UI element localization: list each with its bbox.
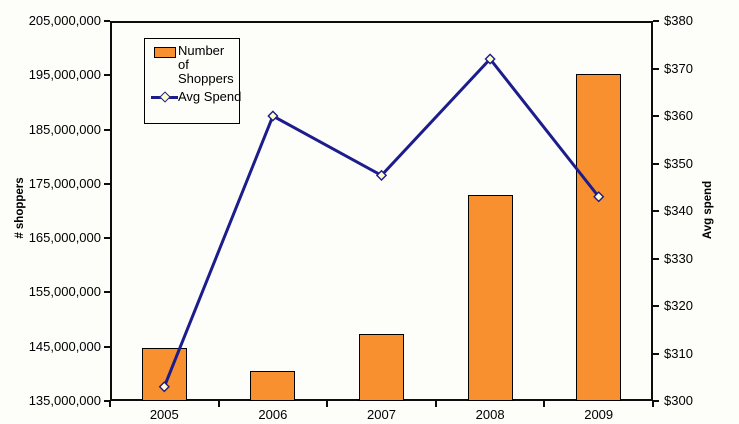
bar-2008	[467, 195, 513, 401]
x-axis-tick-label: 2005	[149, 407, 179, 422]
right-axis-tick	[653, 115, 659, 117]
left-axis-tick	[104, 20, 110, 22]
left-axis-tick	[104, 237, 110, 240]
right-axis-tick	[653, 400, 659, 402]
x-axis-tick	[217, 401, 220, 407]
x-axis-tick	[543, 401, 546, 407]
left-axis-tick-label: 135,000,000	[28, 393, 101, 408]
left-axis-tick	[104, 400, 110, 402]
left-axis-tick	[104, 182, 110, 185]
right-axis-title: Avg spend	[702, 180, 714, 240]
avg-spend-line	[158, 53, 605, 393]
left-axis-tick-label: 185,000,000	[28, 121, 101, 137]
legend-label-avg-spend: Avg Spend	[178, 89, 242, 104]
data-point-2006	[267, 110, 279, 122]
legend-label-number-of-shoppers: Number of Shoppers	[178, 43, 234, 86]
left-axis-tick-label: 195,000,000	[28, 67, 101, 83]
x-axis-tick-label: 2009	[584, 407, 614, 422]
right-axis-tick	[653, 162, 659, 165]
x-axis-tick	[326, 401, 329, 407]
right-axis-tick-label: $330	[664, 250, 693, 266]
legend-diamond-icon	[159, 91, 171, 103]
bar-2009	[576, 74, 622, 401]
data-point-2007	[375, 169, 388, 181]
x-axis-tick	[434, 401, 437, 407]
right-axis-tick-label: $340	[664, 203, 693, 218]
left-axis-tick-label: 175,000,000	[28, 175, 101, 191]
x-axis-tick-label: 2007	[367, 407, 396, 422]
left-axis-tick	[104, 291, 110, 294]
left-axis-tick-label: 145,000,000	[28, 338, 101, 354]
legend-bar-swatch	[154, 47, 176, 58]
right-axis-tick-label: $370	[664, 60, 693, 76]
x-axis-tick	[652, 401, 654, 407]
left-axis-tick-label: 165,000,000	[28, 230, 101, 246]
data-point-2008	[484, 53, 496, 65]
data-point-2009	[593, 191, 605, 203]
data-point-2005	[158, 381, 170, 393]
bar-2006	[250, 370, 296, 401]
x-axis-tick	[109, 401, 111, 407]
left-axis-tick	[104, 128, 110, 131]
right-axis-tick-label: $300	[664, 393, 693, 408]
legend: Number of Shoppers Avg Spend	[144, 38, 242, 124]
right-axis-tick-label: $350	[664, 155, 693, 171]
right-axis-tick	[653, 257, 659, 260]
right-axis-tick-label: $360	[664, 108, 693, 123]
right-axis-tick	[653, 305, 659, 307]
left-axis-tick	[104, 345, 110, 348]
bar-2007	[359, 334, 404, 401]
x-axis-tick-label: 2006	[258, 407, 288, 422]
left-axis-tick-label: 155,000,000	[28, 284, 101, 300]
right-axis-tick	[653, 67, 659, 70]
left-axis-tick-label: 205,000,000	[28, 13, 101, 28]
left-axis-tick	[104, 74, 110, 77]
right-axis-tick-label: $320	[664, 298, 693, 313]
x-axis-tick-label: 2008	[475, 407, 505, 422]
right-axis-tick-label: $310	[664, 345, 693, 361]
right-axis-tick	[653, 20, 659, 22]
right-axis-tick-label: $380	[664, 13, 693, 28]
right-axis-tick	[653, 210, 659, 212]
right-axis-tick	[653, 352, 659, 355]
